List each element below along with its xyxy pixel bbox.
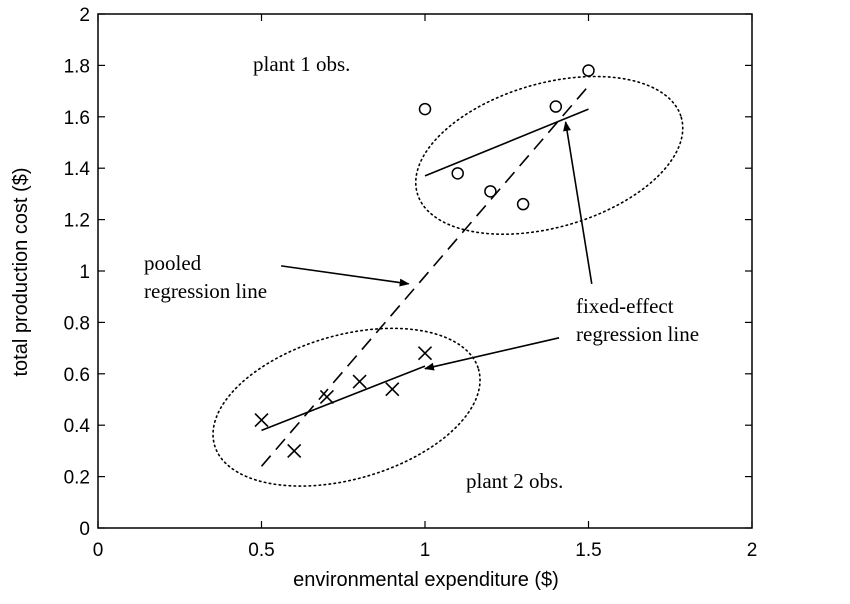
plant2-point xyxy=(385,382,400,397)
plant1-point xyxy=(418,102,432,116)
fixed-effect-regression-line-1 xyxy=(424,108,589,177)
fixed-label-line2: regression line xyxy=(576,322,699,346)
plant1-label: plant 1 obs. xyxy=(253,52,350,76)
x-mark-stroke xyxy=(352,374,367,389)
x-mark-stroke xyxy=(319,389,334,404)
x-tick-label: 1.5 xyxy=(575,540,601,561)
y-tick-label: 0.4 xyxy=(64,416,91,437)
plant2-point xyxy=(254,412,269,428)
y-tick-label: 0 xyxy=(79,519,90,540)
ellipse-2 xyxy=(212,327,481,487)
pooled-label-line1: pooled xyxy=(144,251,202,275)
y-tick-label: 1.4 xyxy=(64,159,91,180)
plant1-point xyxy=(582,64,595,77)
y-tick-label: 1 xyxy=(79,262,90,283)
x-mark-stroke xyxy=(385,382,400,397)
plant2-point xyxy=(352,374,367,389)
ellipse-1 xyxy=(414,75,684,236)
y-tick-label: 0.8 xyxy=(64,313,90,334)
x-axis-title: environmental expenditure ($) xyxy=(293,569,559,591)
pooled-arrow xyxy=(281,265,410,287)
fixed-effect-regression-line-2 xyxy=(261,365,426,432)
plant1-point xyxy=(484,185,497,198)
y-tick-label: 0.6 xyxy=(64,365,90,386)
y-tick-label: 0.2 xyxy=(64,468,90,489)
fixed-label-line1: fixed-effect xyxy=(576,294,674,318)
annotations-layer xyxy=(281,120,593,371)
ellipses-layer xyxy=(212,75,684,487)
plant2-point xyxy=(287,443,302,458)
pooled-label-line2: regression line xyxy=(144,279,267,303)
x-mark-stroke xyxy=(287,443,302,458)
x-tick-label: 0 xyxy=(93,540,104,561)
x-mark-stroke xyxy=(254,412,269,428)
y-tick-label: 1.6 xyxy=(64,108,90,129)
plant2-point xyxy=(417,346,433,361)
y-tick-label: 2 xyxy=(79,5,90,26)
x-mark-stroke xyxy=(417,346,433,361)
pooled-regression-line xyxy=(260,85,590,467)
plant1-point xyxy=(549,100,563,113)
plant2-point xyxy=(319,389,334,404)
y-tick-label: 1.8 xyxy=(64,56,90,77)
plant1-point xyxy=(451,167,464,180)
x-tick-label: 1 xyxy=(420,540,431,561)
plant2-label: plant 2 obs. xyxy=(466,469,563,493)
axes-layer: 0 0.5 1 1.5 2 0 0.2 0.4 0.6 0.8 1 1.2 1.4 1.6 1.8 2 xyxy=(64,5,758,561)
fixed-effect-arrow-lower xyxy=(424,337,560,371)
x-tick-label: 2 xyxy=(747,540,758,561)
x-tick-label: 0.5 xyxy=(248,540,274,561)
plant1-point xyxy=(516,197,530,211)
y-tick-label: 1.2 xyxy=(64,211,90,232)
data-points-layer xyxy=(254,64,595,458)
fixed-effect-arrow-upper xyxy=(563,120,593,284)
regression-lines-layer xyxy=(260,85,590,467)
y-axis-title: total production cost ($) xyxy=(10,168,32,377)
